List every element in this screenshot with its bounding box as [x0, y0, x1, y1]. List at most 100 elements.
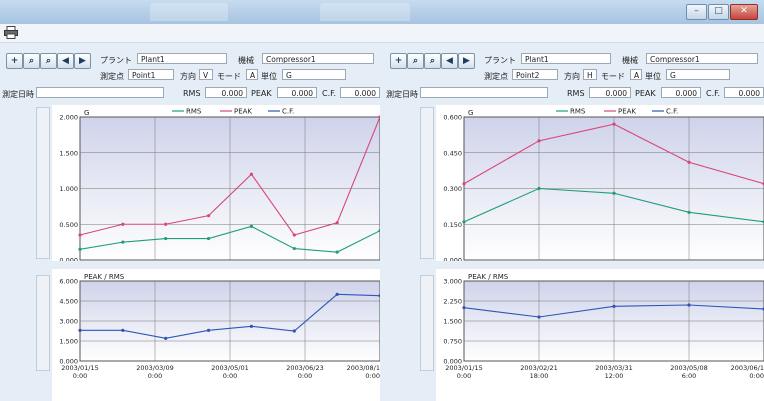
- zoom-in-button[interactable]: ⌕: [407, 53, 424, 69]
- machine-field[interactable]: Compressor1: [646, 53, 758, 64]
- mode-field[interactable]: A: [246, 69, 258, 80]
- rms-data-point[interactable]: [612, 191, 616, 195]
- direction-label: 方向: [180, 72, 196, 81]
- y-tick-label: 1.000: [59, 185, 78, 193]
- taskbar-tab[interactable]: [320, 3, 410, 21]
- scrollbar[interactable]: [36, 107, 50, 259]
- point-label: 測定点: [100, 72, 124, 81]
- crest-factor-chart[interactable]: PEAK / RMS6.0004.5003.0001.5000.0002003/…: [52, 269, 380, 401]
- peak-label: PEAK: [635, 89, 656, 98]
- plant-field[interactable]: Plant1: [137, 53, 227, 64]
- legend-item: PEAK: [618, 108, 636, 116]
- scrollbar[interactable]: [36, 275, 50, 371]
- rms-data-point[interactable]: [462, 220, 466, 224]
- cf-data-point[interactable]: [378, 294, 380, 298]
- peak-data-point[interactable]: [292, 233, 296, 237]
- peak-data-point[interactable]: [537, 139, 541, 143]
- cf-data-point[interactable]: [537, 315, 541, 319]
- crest-factor-chart[interactable]: PEAK / RMS3.0002.2501.5000.7500.0002003/…: [436, 269, 764, 401]
- peak-data-point[interactable]: [121, 222, 125, 226]
- rms-field[interactable]: 0.000: [205, 87, 247, 98]
- y-axis-label: PEAK / RMS: [84, 273, 125, 281]
- close-button[interactable]: ✕: [730, 4, 758, 20]
- peak-data-point[interactable]: [612, 122, 616, 126]
- cf-data-point[interactable]: [335, 292, 339, 296]
- cf-data-point[interactable]: [612, 304, 616, 308]
- scrollbar[interactable]: [420, 275, 434, 371]
- rms-data-point[interactable]: [121, 240, 125, 244]
- plant-field[interactable]: Plant1: [521, 53, 611, 64]
- zoom-in-button[interactable]: ⌕: [23, 53, 40, 69]
- y-tick-label: 0.000: [59, 358, 78, 366]
- peak-data-point[interactable]: [462, 182, 466, 186]
- rms-label: RMS: [567, 89, 585, 98]
- peak-data-point[interactable]: [378, 115, 380, 119]
- peak-data-point[interactable]: [164, 222, 168, 226]
- date-field[interactable]: [420, 87, 548, 98]
- peak-data-point[interactable]: [249, 172, 254, 176]
- rms-data-point[interactable]: [78, 247, 82, 251]
- cf-data-point[interactable]: [292, 329, 296, 333]
- scrollbar[interactable]: [420, 107, 434, 259]
- unit-label: 単位: [261, 72, 277, 81]
- x-tick-label: 2003/06/1: [731, 364, 764, 372]
- direction-field[interactable]: H: [583, 69, 597, 80]
- date-field[interactable]: [36, 87, 164, 98]
- point-field[interactable]: Point2: [512, 69, 558, 80]
- peak-data-point[interactable]: [335, 221, 339, 225]
- cf-data-point[interactable]: [121, 328, 125, 332]
- rms-data-point[interactable]: [378, 229, 380, 233]
- trend-chart[interactable]: G RMS PEAK C.F. 2.000 1.500 1.000 0.500 0.000: [52, 105, 380, 261]
- unit-field[interactable]: G: [666, 69, 730, 80]
- printer-icon[interactable]: [4, 26, 18, 39]
- add-button[interactable]: +: [390, 53, 407, 69]
- rms-data-point[interactable]: [164, 236, 168, 241]
- peak-data-point[interactable]: [78, 233, 82, 237]
- rms-data-point[interactable]: [249, 224, 254, 228]
- title-bar: – □ ✕: [0, 0, 764, 24]
- cf-field[interactable]: 0.000: [724, 87, 764, 98]
- plant-label: プラント: [100, 56, 132, 65]
- rms-data-point[interactable]: [292, 246, 296, 251]
- zoom-out-button[interactable]: ⌕: [424, 53, 441, 69]
- cf-data-point[interactable]: [164, 336, 168, 340]
- rms-field[interactable]: 0.000: [589, 87, 631, 98]
- peak-data-point[interactable]: [687, 160, 691, 164]
- maximize-button[interactable]: □: [708, 4, 729, 20]
- cf-series-line: [80, 293, 380, 339]
- cf-field[interactable]: 0.000: [340, 87, 380, 98]
- peak-data-point[interactable]: [206, 214, 211, 218]
- prev-button[interactable]: ◀: [57, 53, 74, 69]
- trend-chart[interactable]: G RMS PEAK C.F. 0.600 0.450 0.300 0.150 0.000: [436, 105, 764, 261]
- peak-label: PEAK: [251, 89, 272, 98]
- cf-data-point[interactable]: [687, 303, 691, 307]
- unit-field[interactable]: G: [282, 69, 346, 80]
- mode-field[interactable]: A: [630, 69, 642, 80]
- rms-data-point[interactable]: [687, 210, 691, 214]
- x-tick-label: 2003/05/08: [670, 364, 707, 372]
- peak-field[interactable]: 0.000: [277, 87, 317, 98]
- add-button[interactable]: +: [6, 53, 23, 69]
- next-button[interactable]: ▶: [458, 53, 475, 69]
- next-button[interactable]: ▶: [74, 53, 91, 69]
- direction-field[interactable]: V: [199, 69, 213, 80]
- cf-data-point[interactable]: [78, 328, 82, 332]
- minimize-button[interactable]: –: [686, 4, 707, 20]
- window-controls: – □ ✕: [686, 4, 758, 20]
- prev-button[interactable]: ◀: [441, 53, 458, 69]
- machine-field[interactable]: Compressor1: [262, 53, 374, 64]
- peak-field[interactable]: 0.000: [661, 87, 701, 98]
- legend-item: PEAK: [234, 108, 252, 116]
- rms-data-point[interactable]: [537, 186, 541, 191]
- point-field[interactable]: Point1: [128, 69, 174, 80]
- cf-data-point[interactable]: [462, 306, 466, 310]
- zoom-out-button[interactable]: ⌕: [40, 53, 57, 69]
- cf-data-point[interactable]: [249, 324, 254, 328]
- cf-data-point[interactable]: [206, 328, 211, 332]
- x-tick-time-label: 0:00: [749, 372, 764, 380]
- taskbar-tab[interactable]: [150, 3, 228, 21]
- rms-data-point[interactable]: [206, 236, 211, 241]
- x-tick-time-label: 0:00: [365, 372, 380, 380]
- legend-item: C.F.: [282, 108, 294, 116]
- rms-data-point[interactable]: [335, 250, 339, 254]
